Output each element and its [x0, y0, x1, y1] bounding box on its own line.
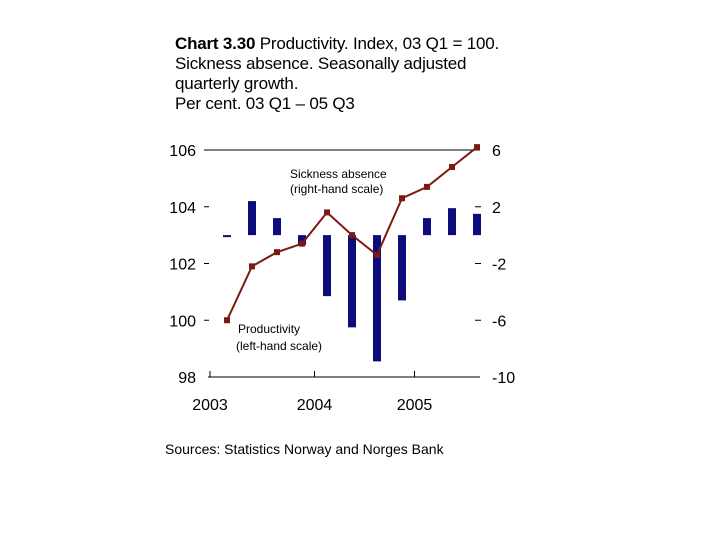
productivity-point — [324, 209, 330, 216]
sickness-absence-bar — [373, 235, 381, 362]
sickness-absence-label: (right-hand scale) — [290, 182, 383, 196]
title-chart-number: Chart 3.30 — [175, 34, 256, 53]
sickness-absence-bar — [348, 235, 356, 328]
right-axis-tick-label: 2 — [492, 200, 501, 217]
chart-title: Chart 3.30 Productivity. Index, 03 Q1 = … — [175, 34, 595, 114]
productivity-point — [274, 249, 280, 256]
title-line-2: Sickness absence. Seasonally adjusted — [175, 54, 467, 73]
productivity-point — [249, 263, 255, 270]
sickness-absence-bar — [473, 213, 481, 236]
productivity-label: Productivity — [238, 322, 300, 336]
productivity-point — [374, 251, 380, 258]
sickness-absence-bar — [248, 201, 256, 236]
title-line-1: Chart 3.30 Productivity. Index, 03 Q1 = … — [175, 34, 595, 54]
left-axis-tick-label: 102 — [169, 257, 196, 274]
right-axis-tick-label: -2 — [492, 257, 506, 274]
sickness-absence-bar — [423, 218, 431, 236]
sickness-absence-bar — [323, 235, 331, 297]
productivity-point — [474, 144, 480, 151]
x-axis-tick-label: 2004 — [297, 397, 333, 414]
title-line-4: Per cent. 03 Q1 – 05 Q3 — [175, 94, 355, 113]
sickness-absence-bar — [448, 208, 456, 236]
right-axis-tick-label: -10 — [492, 370, 515, 387]
left-axis-tick-label: 98 — [178, 370, 196, 387]
title-line-1-text: Productivity. Index, 03 Q1 = 100. — [255, 34, 499, 53]
productivity-point — [424, 183, 430, 190]
right-axis-tick-label: -6 — [492, 313, 506, 330]
productivity-point — [449, 164, 455, 171]
sickness-absence-bar — [273, 218, 281, 236]
sickness-absence-label: Sickness absence — [290, 167, 387, 181]
sickness-absence-bar — [398, 235, 406, 301]
left-axis-tick-label: 104 — [169, 200, 196, 217]
productivity-point — [399, 195, 405, 202]
x-axis-tick-label: 2003 — [192, 397, 228, 414]
source-note: Sources: Statistics Norway and Norges Ba… — [165, 441, 444, 457]
sickness-absence-bar — [298, 235, 306, 246]
productivity-point — [349, 232, 355, 239]
x-axis-tick-label: 2005 — [397, 397, 433, 414]
right-axis-tick-label: 6 — [492, 143, 501, 160]
sickness-absence-bar — [223, 235, 231, 238]
productivity-point — [224, 317, 230, 324]
left-axis-tick-label: 106 — [169, 143, 196, 160]
productivity-label: (left-hand scale) — [236, 339, 322, 353]
title-line-3: quarterly growth. — [175, 74, 299, 93]
productivity-point — [299, 240, 305, 247]
left-axis-tick-label: 100 — [169, 313, 196, 330]
